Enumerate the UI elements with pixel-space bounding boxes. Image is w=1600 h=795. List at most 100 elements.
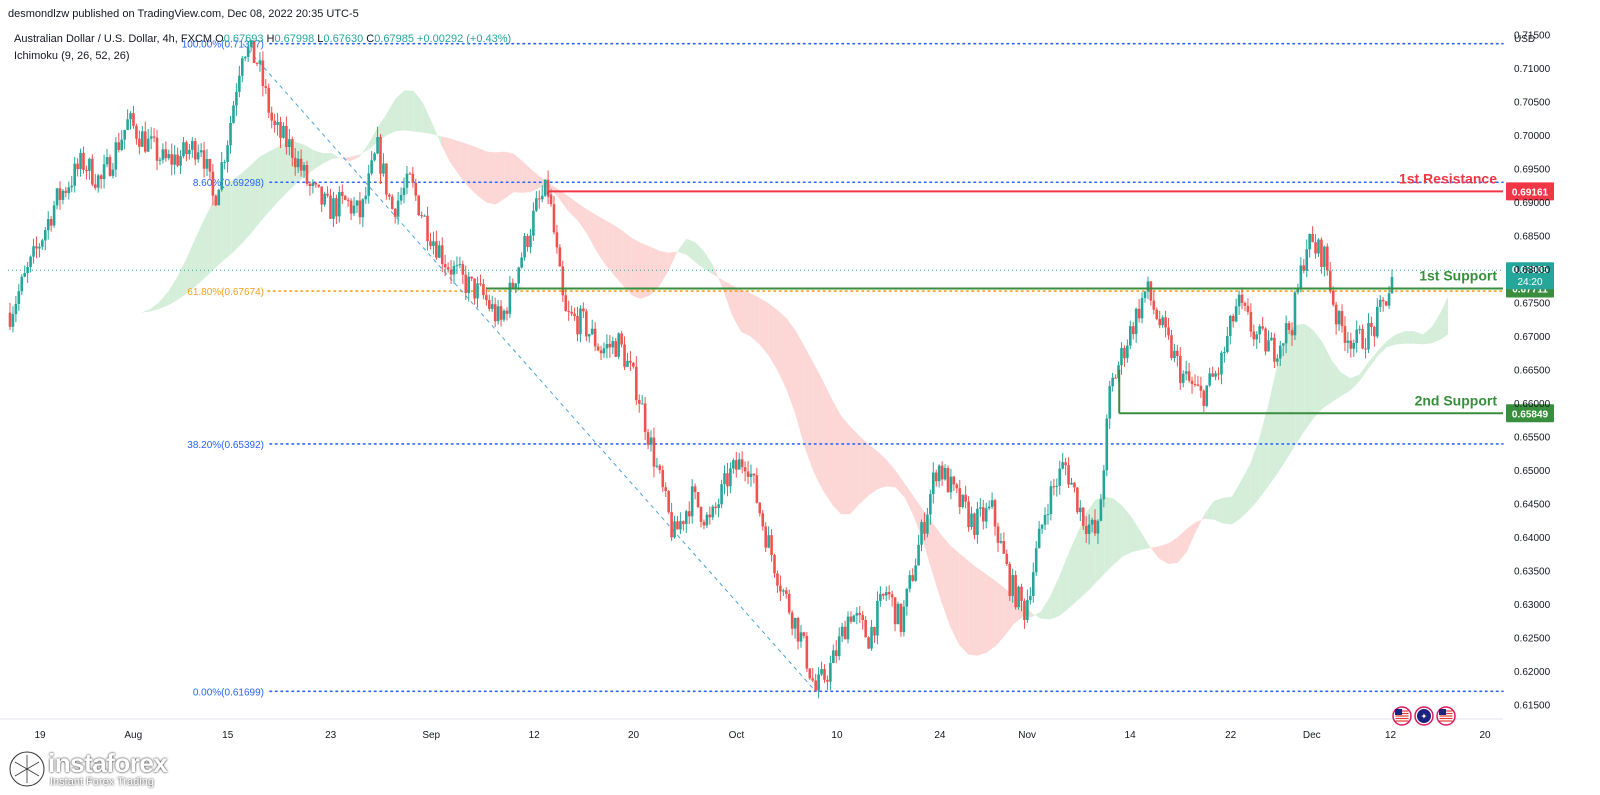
candle-body: [679, 521, 682, 530]
candle-body: [1096, 520, 1100, 534]
cloud-bearish: [604, 219, 614, 275]
candle-body: [555, 232, 559, 248]
level-price-tag: [1506, 182, 1554, 201]
candle-body: [1273, 337, 1276, 362]
candle-body: [946, 467, 950, 493]
y-tick-label: 0.68500: [1514, 232, 1551, 243]
candle-body: [1287, 323, 1291, 331]
candle-body: [1170, 335, 1173, 359]
candle-body: [382, 163, 385, 174]
candle-body: [461, 264, 465, 275]
candle-body: [220, 162, 224, 190]
candle-body: [470, 276, 473, 279]
x-tick-label: 10: [831, 730, 843, 741]
candle-body: [1381, 299, 1385, 302]
candle-body: [870, 627, 873, 649]
cloud-bearish: [1195, 513, 1205, 533]
candle-body: [164, 149, 168, 159]
candle-body: [1199, 385, 1203, 391]
australia-flag-icon[interactable]: ✦: [1414, 706, 1434, 726]
candle-body: [852, 615, 856, 622]
y-tick-label: 0.63500: [1514, 567, 1551, 578]
candle-body: [346, 199, 350, 201]
candle-body: [123, 129, 126, 140]
cloud-bearish: [713, 266, 723, 289]
candle-body: [390, 196, 394, 209]
cloud-bearish: [668, 251, 678, 272]
candle-body: [1146, 281, 1150, 292]
candle-body: [296, 158, 300, 168]
candle-body: [111, 169, 115, 176]
us-flag-icon[interactable]: [1436, 706, 1456, 726]
cloud-bullish: [1231, 480, 1242, 525]
cloud-bullish: [259, 151, 269, 224]
cloud-bullish: [159, 291, 169, 310]
candle-body: [1129, 326, 1132, 346]
candle-body: [449, 269, 453, 275]
candle-body: [1079, 507, 1082, 513]
cloud-bullish: [1059, 553, 1069, 617]
us-flag-icon[interactable]: [1392, 706, 1412, 726]
candle-body: [135, 125, 138, 139]
candle-body: [1131, 326, 1135, 335]
ohlc-key-o: O: [215, 33, 224, 45]
candle-body: [1043, 515, 1047, 525]
candle-body: [834, 650, 838, 657]
candle-body: [379, 136, 382, 174]
y-tick-label: 0.67500: [1514, 299, 1551, 310]
y-tick-label: 0.67000: [1514, 332, 1551, 343]
candle-body: [702, 521, 706, 526]
fib-label: 8.60%(0.69298): [193, 178, 264, 189]
candle-body: [635, 366, 638, 401]
candle-body: [323, 193, 326, 205]
candle-body: [64, 190, 68, 193]
candle-body: [837, 636, 841, 657]
candle-body: [17, 291, 21, 304]
session-flags[interactable]: ✦: [1392, 706, 1456, 726]
last-price-label: 0.67985: [1512, 265, 1549, 276]
cloud-bullish: [368, 127, 378, 150]
time-axis[interactable]: 19 Aug 15 23 Sep 12 20 Oct 10 24 Nov 14 22 Dec 12 20: [0, 718, 1503, 741]
level-price-label: 0.65849: [1512, 409, 1549, 420]
cloud-bullish: [377, 114, 387, 143]
candle-body: [1152, 300, 1156, 310]
candle-body: [43, 230, 47, 241]
candle-body: [1026, 600, 1029, 620]
candle-body: [199, 150, 203, 153]
candle-body: [417, 195, 421, 216]
symbol-legend[interactable]: Australian Dollar / U.S. Dollar, 4h, FXC…: [14, 33, 511, 45]
ohlc-key-c: C: [363, 33, 375, 45]
candle-body: [423, 215, 426, 217]
candle-body: [673, 521, 676, 538]
candle-body: [1081, 507, 1085, 526]
indicator-legend[interactable]: Ichimoku (9, 26, 52, 26): [14, 50, 130, 62]
candle-body: [814, 680, 817, 691]
candle-body: [26, 266, 29, 274]
cloud-bullish: [140, 309, 151, 313]
candle-body: [526, 235, 529, 247]
fib-trendline: [242, 43, 816, 692]
candle-body: [820, 669, 823, 675]
candle-body: [1352, 343, 1356, 349]
candle-body: [723, 473, 726, 485]
cloud-bullish: [286, 141, 296, 194]
cloud-bearish: [459, 141, 469, 187]
candle-body: [255, 63, 259, 65]
ohlc-key-l: L: [314, 33, 324, 45]
candle-body: [364, 195, 368, 200]
candle-body: [1367, 323, 1370, 350]
cloud-bullish: [168, 277, 178, 306]
candle-body: [517, 267, 520, 284]
x-tick-label: 23: [325, 730, 337, 741]
candle-body: [35, 246, 38, 249]
candle-body: [443, 264, 447, 268]
cloud-bearish: [568, 196, 578, 221]
cloud-bearish: [777, 310, 787, 390]
candle-body: [926, 514, 929, 534]
candle-body: [529, 235, 532, 247]
candle-body: [182, 142, 185, 157]
candle-body: [473, 278, 476, 299]
candle-body: [1049, 486, 1053, 515]
